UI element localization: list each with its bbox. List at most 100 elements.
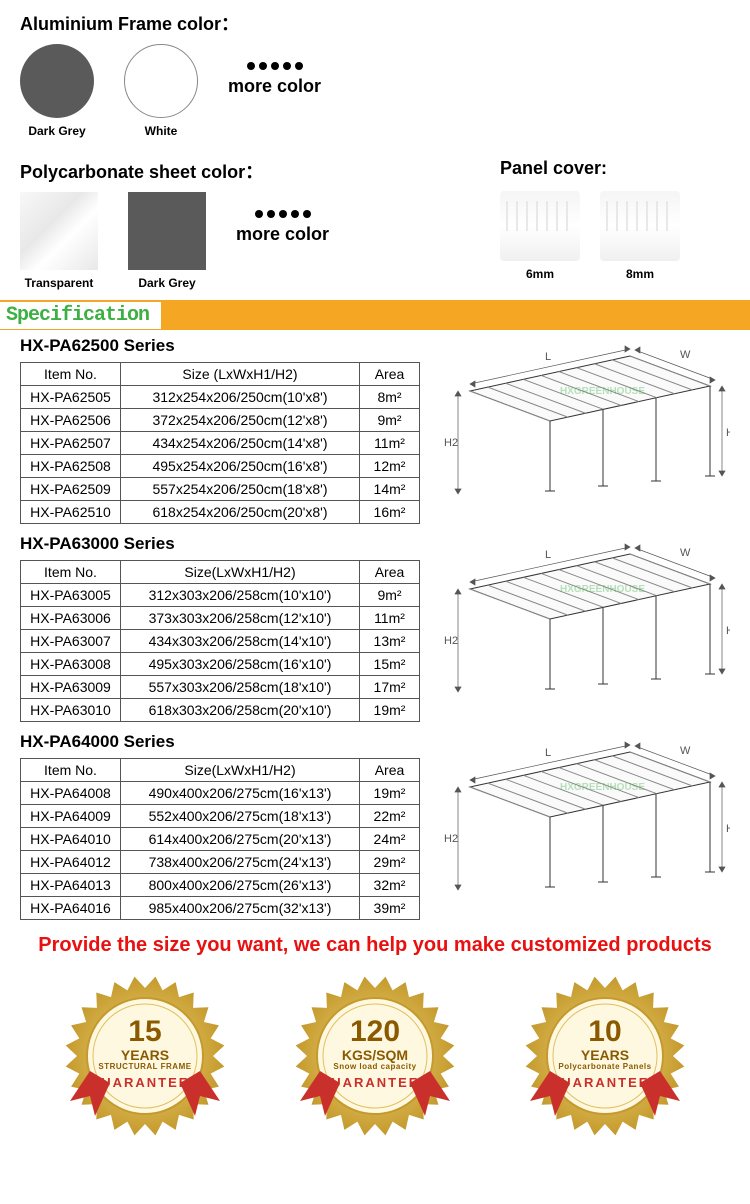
svg-text:H2: H2 [444, 437, 458, 449]
specification-label: Specification [0, 302, 161, 329]
table-row: HX-PA63009557x303x206/258cm(18'x10')17m² [21, 676, 420, 699]
svg-text:HXGREENHOUSE: HXGREENHOUSE [560, 782, 645, 793]
table-row: HX-PA64013800x400x206/275cm(26'x13')32m² [21, 874, 420, 897]
swatch-label: White [145, 124, 178, 138]
svg-text:H1: H1 [726, 823, 730, 835]
table-row: HX-PA63010618x303x206/258cm(20'x10')19m² [21, 699, 420, 722]
svg-text:H2: H2 [444, 635, 458, 647]
table-row: HX-PA63005312x303x206/258cm(10'x10')9m² [21, 584, 420, 607]
svg-text:L: L [545, 351, 551, 363]
svg-text:H2: H2 [444, 833, 458, 845]
table-cell: HX-PA64012 [21, 851, 121, 874]
frame-swatch[interactable]: Dark Grey [20, 44, 94, 138]
table-cell: 495x254x206/250cm(16'x8') [121, 455, 360, 478]
table-cell: 490x400x206/275cm(16'x13') [121, 782, 360, 805]
sheet-swatch[interactable]: Transparent [20, 192, 98, 290]
sheet-swatch[interactable]: Dark Grey [128, 192, 206, 290]
table-header: Item No. [21, 561, 121, 584]
table-row: HX-PA63007434x303x206/258cm(14'x10')13m² [21, 630, 420, 653]
series-title: HX-PA62500 Series [20, 336, 420, 356]
sheet-swatch-row: Transparent Dark Grey more color [0, 192, 500, 300]
table-header: Item No. [21, 759, 121, 782]
panel-item[interactable]: 6mm [500, 191, 580, 281]
table-row: HX-PA62506372x254x206/250cm(12'x8')9m² [21, 409, 420, 432]
frame-color-title: Aluminium Frame color： [0, 0, 750, 44]
table-row: HX-PA62507434x254x206/250cm(14'x8')11m² [21, 432, 420, 455]
spec-table: Item No.Size(LxWxH1/H2)AreaHX-PA63005312… [20, 560, 420, 722]
panel-swatch [500, 191, 580, 261]
spec-table: Item No.Size(LxWxH1/H2)AreaHX-PA64008490… [20, 758, 420, 920]
table-cell: 17m² [360, 676, 420, 699]
frame-swatch-row: Dark Grey White more color [0, 44, 750, 148]
table-cell: 9m² [360, 409, 420, 432]
frame-swatch[interactable]: White [124, 44, 198, 138]
table-cell: 12m² [360, 455, 420, 478]
table-cell: 32m² [360, 874, 420, 897]
guarantee-badge: 120KGS/SQMSnow load capacityGUARANTEED [290, 971, 460, 1141]
badge-text: 15YEARSSTRUCTURAL FRAMEGUARANTEED [89, 1015, 201, 1090]
table-cell: HX-PA62507 [21, 432, 121, 455]
table-cell: 495x303x206/258cm(16'x10') [121, 653, 360, 676]
table-row: HX-PA64012738x400x206/275cm(24'x13')29m² [21, 851, 420, 874]
table-cell: 618x303x206/258cm(20'x10') [121, 699, 360, 722]
table-header: Size(LxWxH1/H2) [121, 561, 360, 584]
panel-swatch [600, 191, 680, 261]
table-cell: 29m² [360, 851, 420, 874]
svg-text:W: W [680, 547, 691, 559]
table-cell: 373x303x206/258cm(12'x10') [121, 607, 360, 630]
table-cell: HX-PA64016 [21, 897, 121, 920]
table-cell: HX-PA64013 [21, 874, 121, 897]
swatch-circle [20, 44, 94, 118]
table-cell: HX-PA63005 [21, 584, 121, 607]
dots-icon [247, 62, 303, 70]
swatch-label: Dark Grey [28, 124, 85, 138]
table-cell: 618x254x206/250cm(20'x8') [121, 501, 360, 524]
table-row: HX-PA64016985x400x206/275cm(32'x13')39m² [21, 897, 420, 920]
panel-label: 6mm [526, 267, 554, 281]
table-row: HX-PA63008495x303x206/258cm(16'x10')15m² [21, 653, 420, 676]
table-header: Area [360, 561, 420, 584]
swatch-square [20, 192, 98, 270]
table-row: HX-PA64008490x400x206/275cm(16'x13')19m² [21, 782, 420, 805]
series-block: HX-PA62500 Series Item No.Size (LxWxH1/H2… [0, 330, 750, 528]
table-cell: 312x254x206/250cm(10'x8') [121, 386, 360, 409]
table-cell: 372x254x206/250cm(12'x8') [121, 409, 360, 432]
frame-more: more color [228, 44, 321, 97]
panel-label: 8mm [626, 267, 654, 281]
table-cell: HX-PA63007 [21, 630, 121, 653]
table-cell: 557x254x206/250cm(18'x8') [121, 478, 360, 501]
table-cell: HX-PA64009 [21, 805, 121, 828]
sheet-more: more color [236, 192, 329, 245]
spec-table: Item No.Size (LxWxH1/H2)AreaHX-PA6250531… [20, 362, 420, 524]
table-cell: HX-PA62509 [21, 478, 121, 501]
svg-text:W: W [680, 349, 691, 361]
table-cell: 13m² [360, 630, 420, 653]
table-cell: 39m² [360, 897, 420, 920]
badge-text: 120KGS/SQMSnow load capacityGUARANTEED [319, 1015, 431, 1090]
table-row: HX-PA64010614x400x206/275cm(20'x13')24m² [21, 828, 420, 851]
swatch-circle [124, 44, 198, 118]
table-header: Area [360, 363, 420, 386]
table-cell: 9m² [360, 584, 420, 607]
dots-icon [255, 210, 311, 218]
sheet-more-label: more color [236, 224, 329, 245]
table-header: Size (LxWxH1/H2) [121, 363, 360, 386]
table-cell: HX-PA64010 [21, 828, 121, 851]
table-cell: 614x400x206/275cm(20'x13') [121, 828, 360, 851]
table-cell: 14m² [360, 478, 420, 501]
table-row: HX-PA62509557x254x206/250cm(18'x8')14m² [21, 478, 420, 501]
pergola-diagram: L W H1 H2 HXGREENHOUSE [430, 336, 730, 506]
table-cell: 800x400x206/275cm(26'x13') [121, 874, 360, 897]
table-row: HX-PA62510618x254x206/250cm(20'x8')16m² [21, 501, 420, 524]
badge-text: 10YEARSPolycarbonate PanelsGUARANTEED [549, 1015, 661, 1090]
panel-cover-title: Panel cover: [500, 148, 730, 187]
pergola-diagram: L W H1 H2 HXGREENHOUSE [430, 534, 730, 704]
svg-text:H1: H1 [726, 625, 730, 637]
table-cell: 557x303x206/258cm(18'x10') [121, 676, 360, 699]
table-header: Size(LxWxH1/H2) [121, 759, 360, 782]
panel-item[interactable]: 8mm [600, 191, 680, 281]
frame-more-label: more color [228, 76, 321, 97]
table-cell: HX-PA62510 [21, 501, 121, 524]
table-cell: 19m² [360, 782, 420, 805]
table-cell: 19m² [360, 699, 420, 722]
